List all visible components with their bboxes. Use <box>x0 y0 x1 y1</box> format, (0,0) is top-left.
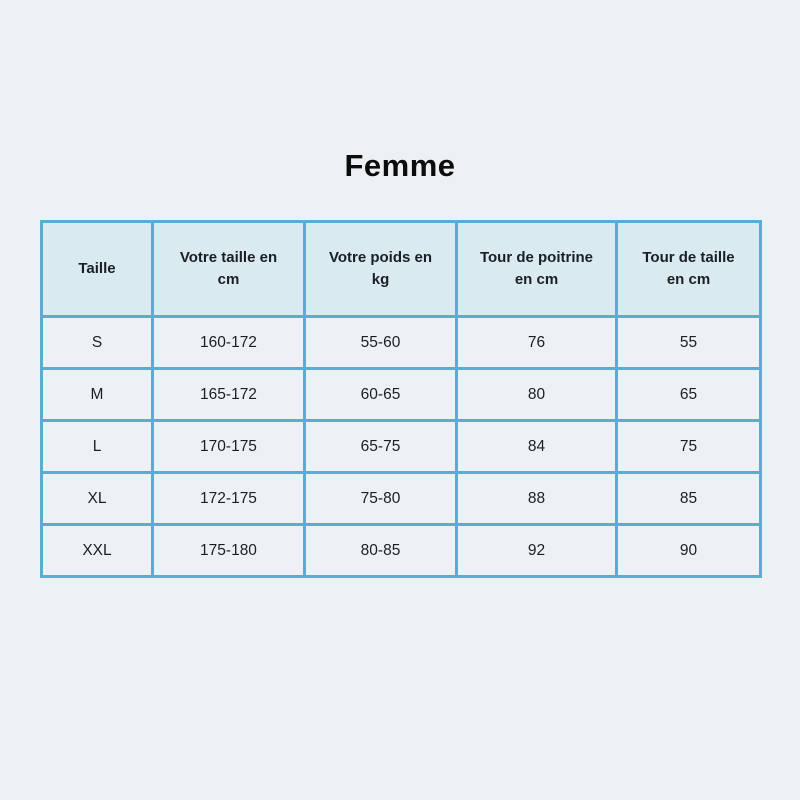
size-chart-table: Taille Votre taille en cm Votre poids en k… <box>40 220 762 578</box>
measurement-cell: 65-75 <box>303 419 458 474</box>
measurement-cell: 88 <box>455 471 618 526</box>
column-header: Tour de poitrine en cm <box>455 220 618 318</box>
table-row: L 170-175 65-75 84 75 <box>40 419 762 474</box>
measurement-cell: 80-85 <box>303 523 458 578</box>
measurement-cell: 165-172 <box>151 367 306 422</box>
measurement-cell: 76 <box>455 315 618 370</box>
measurement-cell: 172-175 <box>151 471 306 526</box>
measurement-cell: 160-172 <box>151 315 306 370</box>
size-label-cell: S <box>40 315 154 370</box>
table-body: S 160-172 55-60 76 55 M 165-172 60-65 80 65 L 170-1… <box>40 315 762 578</box>
measurement-cell: 92 <box>455 523 618 578</box>
table-row: M 165-172 60-65 80 65 <box>40 367 762 422</box>
measurement-cell: 175-180 <box>151 523 306 578</box>
size-label-cell: XXL <box>40 523 154 578</box>
table-row: S 160-172 55-60 76 55 <box>40 315 762 370</box>
measurement-cell: 80 <box>455 367 618 422</box>
measurement-cell: 90 <box>615 523 762 578</box>
measurement-cell: 65 <box>615 367 762 422</box>
measurement-cell: 55-60 <box>303 315 458 370</box>
measurement-cell: 85 <box>615 471 762 526</box>
measurement-cell: 84 <box>455 419 618 474</box>
table-row: XL 172-175 75-80 88 85 <box>40 471 762 526</box>
size-label-cell: M <box>40 367 154 422</box>
measurement-cell: 170-175 <box>151 419 306 474</box>
size-label-cell: XL <box>40 471 154 526</box>
column-header: Taille <box>40 220 154 318</box>
measurement-cell: 75-80 <box>303 471 458 526</box>
measurement-cell: 55 <box>615 315 762 370</box>
column-header: Votre taille en cm <box>151 220 306 318</box>
column-header: Tour de taille en cm <box>615 220 762 318</box>
size-label-cell: L <box>40 419 154 474</box>
table-row: XXL 175-180 80-85 92 90 <box>40 523 762 578</box>
header-row: Taille Votre taille en cm Votre poids en k… <box>40 220 762 318</box>
column-header: Votre poids en kg <box>303 220 458 318</box>
measurement-cell: 75 <box>615 419 762 474</box>
measurement-cell: 60-65 <box>303 367 458 422</box>
page-title: Femme <box>344 148 456 183</box>
